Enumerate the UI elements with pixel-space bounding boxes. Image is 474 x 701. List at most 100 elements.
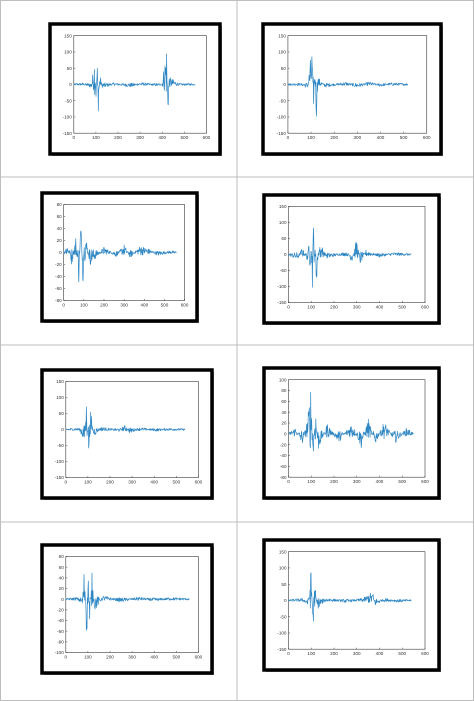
y-tick-label: 20: [59, 586, 65, 591]
y-tick-label: -40: [57, 618, 64, 623]
y-tick-label: -40: [55, 274, 62, 279]
plot-area: [288, 379, 426, 478]
x-tick-label: 200: [330, 305, 338, 310]
y-tick-label: 150: [279, 204, 287, 209]
y-tick-label: -40: [280, 453, 287, 458]
y-tick-label: -150: [277, 131, 287, 136]
y-tick-label: 50: [281, 582, 287, 587]
x-tick-label: 300: [353, 479, 361, 484]
y-tick-label: -100: [55, 459, 65, 464]
x-tick-label: 200: [330, 479, 338, 484]
y-tick-label: -20: [280, 442, 287, 447]
y-tick-label: -150: [277, 647, 287, 652]
y-tick-label: 0: [61, 427, 64, 432]
y-tick-label: -50: [279, 98, 286, 103]
x-tick-label: 200: [114, 135, 122, 140]
y-tick-label: 60: [57, 214, 63, 219]
chart-panel: 0 100 200 300 400 500 600 -150 -100 -50 0 50 100 150: [40, 368, 214, 500]
x-tick-label: 500: [398, 651, 406, 656]
x-tick-label: 0: [65, 655, 68, 660]
y-tick-label: 80: [57, 202, 63, 207]
x-tick-label: 0: [62, 303, 65, 308]
y-tick-label: -150: [55, 475, 65, 480]
x-tick-label: 0: [73, 135, 76, 140]
signal-line: [65, 572, 190, 631]
y-tick-label: 40: [281, 410, 287, 415]
x-tick-label: 0: [287, 135, 290, 140]
y-tick-label: 50: [67, 66, 73, 71]
x-tick-label: 300: [120, 303, 128, 308]
y-tick-label: 100: [279, 220, 287, 225]
y-tick-label: 0: [284, 431, 287, 436]
y-tick-label: -150: [63, 131, 73, 136]
x-tick-label: 600: [203, 135, 211, 140]
x-tick-label: 500: [180, 135, 188, 140]
y-tick-label: 150: [278, 33, 286, 38]
y-tick-label: 0: [59, 250, 62, 255]
x-tick-label: 500: [398, 305, 406, 310]
x-tick-label: 300: [128, 655, 136, 660]
y-tick-label: 20: [281, 421, 287, 426]
y-tick-label: -80: [280, 475, 287, 480]
x-tick-label: 600: [421, 651, 429, 656]
y-tick-label: 50: [281, 236, 287, 241]
x-tick-label: 100: [307, 479, 315, 484]
y-tick-label: 100: [278, 50, 286, 55]
x-tick-label: 400: [377, 135, 385, 140]
y-tick-label: 100: [279, 566, 287, 571]
chart-panels: 0 100 200 300 400 500 600-150-100-500501001500…: [40, 22, 443, 675]
x-tick-label: 200: [330, 651, 338, 656]
x-tick-label: 0: [287, 651, 290, 656]
x-tick-label: 300: [353, 651, 361, 656]
y-tick-label: 40: [59, 575, 65, 580]
signal-line: [288, 227, 412, 288]
y-tick-label: 60: [281, 399, 287, 404]
y-tick-label: -20: [55, 262, 62, 267]
signal-line: [288, 392, 414, 452]
y-tick-label: 60: [59, 565, 65, 570]
x-tick-label: 500: [172, 655, 180, 660]
y-tick-label: 0: [283, 82, 286, 87]
y-tick-label: 20: [57, 238, 63, 243]
y-tick-label: -100: [63, 115, 73, 120]
x-tick-label: 400: [158, 135, 166, 140]
y-tick-label: 0: [284, 252, 287, 257]
y-tick-label: 150: [64, 33, 72, 38]
x-tick-label: 600: [421, 305, 429, 310]
x-tick-label: 300: [128, 480, 136, 485]
x-tick-label: 600: [423, 135, 431, 140]
signal-line: [63, 230, 177, 283]
y-tick-label: -100: [55, 650, 65, 655]
x-tick-label: 300: [136, 135, 144, 140]
signal-line: [288, 572, 412, 622]
x-tick-label: 100: [84, 655, 92, 660]
y-tick-label: 0: [69, 82, 72, 87]
y-tick-label: -80: [57, 639, 64, 644]
x-tick-label: 200: [106, 480, 114, 485]
x-tick-label: 600: [181, 303, 189, 308]
y-tick-label: -20: [57, 607, 64, 612]
x-tick-label: 300: [354, 135, 362, 140]
y-tick-label: -50: [280, 614, 287, 619]
x-tick-label: 100: [80, 303, 88, 308]
y-tick-label: -100: [277, 115, 287, 120]
y-tick-label: -60: [57, 629, 64, 634]
x-tick-label: 100: [307, 305, 315, 310]
x-tick-label: 100: [92, 135, 100, 140]
signal-line: [65, 406, 186, 449]
y-tick-label: -150: [277, 300, 287, 305]
y-tick-label: 150: [279, 549, 287, 554]
y-tick-label: 50: [59, 411, 65, 416]
y-tick-label: 40: [57, 226, 63, 231]
y-tick-label: -50: [280, 268, 287, 273]
x-tick-label: 100: [84, 480, 92, 485]
chart-panel: 0 100 200 300 400 500 600 -150 -100 -50 0 50 100 150: [262, 193, 441, 325]
chart-panel: 0 100 200 300 400 500 600 -150 -100 -50 0 50 100 150: [261, 22, 443, 156]
x-tick-label: 400: [150, 480, 158, 485]
y-tick-label: -100: [277, 284, 287, 289]
y-tick-label: -60: [55, 286, 62, 291]
x-tick-label: 100: [307, 135, 315, 140]
x-tick-label: 300: [353, 305, 361, 310]
chart-panel: 0 100 200 300 400 500 600 -80 -60 -40 -20 0 20 40 60 80: [40, 191, 199, 323]
